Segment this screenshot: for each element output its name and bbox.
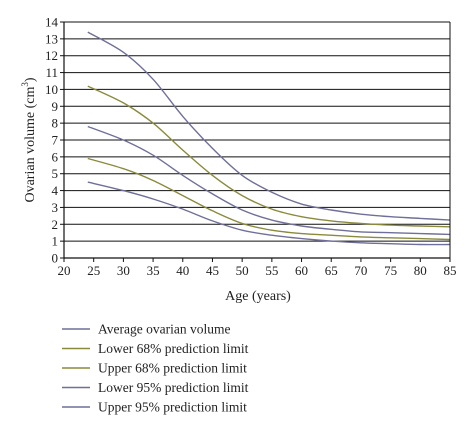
x-tick-label: 65 <box>325 263 338 278</box>
series-line-5 <box>87 31 451 221</box>
x-tick-label: 35 <box>147 263 160 278</box>
y-tick-label: 10 <box>45 82 58 97</box>
y-tick-label: 6 <box>52 149 59 164</box>
x-tick-label: 55 <box>265 263 278 278</box>
y-axis-title-superscript: 3 <box>20 82 30 87</box>
series-line-2 <box>87 157 451 241</box>
series-line-3 <box>87 85 451 228</box>
y-tick-label: 5 <box>52 166 59 181</box>
series-lines <box>87 31 451 246</box>
y-tick-label: 1 <box>52 234 59 249</box>
legend-label: Average ovarian volume <box>98 322 230 337</box>
x-axis-title: Age (years) <box>225 289 291 304</box>
y-tick-label: 7 <box>52 133 59 148</box>
y-tick-label: 2 <box>52 217 59 232</box>
x-tick-label: 25 <box>87 263 100 278</box>
x-tick-label: 50 <box>236 263 249 278</box>
legend-label: Lower 95% prediction limit <box>98 380 249 395</box>
legend-label: Upper 95% prediction limit <box>98 400 247 415</box>
legend: Average ovarian volume Lower 68% predicti… <box>62 322 249 415</box>
x-tick-labels: 20 25 30 35 40 45 50 55 60 65 70 75 80 85 <box>58 263 457 278</box>
series-line-4 <box>87 125 451 236</box>
y-tick-label: 11 <box>45 65 58 80</box>
y-tick-label: 14 <box>45 15 59 30</box>
y-tick-label: 8 <box>52 116 59 131</box>
y-axis-title-main: Ovarian volume (cm <box>23 87 38 203</box>
y-tick-label: 0 <box>52 251 59 266</box>
y-tick-label: 4 <box>52 183 59 198</box>
legend-label: Upper 68% prediction limit <box>98 361 247 376</box>
x-tick-label: 20 <box>58 263 71 278</box>
x-tick-label: 85 <box>444 263 457 278</box>
x-tick-label: 80 <box>414 263 427 278</box>
y-tick-label: 12 <box>45 48 58 63</box>
axes <box>60 21 451 262</box>
y-tick-label: 3 <box>52 200 59 215</box>
y-axis-title-close: ) <box>23 77 38 82</box>
x-tick-label: 45 <box>206 263 219 278</box>
x-tick-label: 75 <box>384 263 397 278</box>
y-tick-label: 13 <box>45 31 58 46</box>
y-tick-label: 9 <box>52 99 59 114</box>
y-axis-title: Ovarian volume (cm3) <box>20 77 38 202</box>
x-tick-label: 40 <box>176 263 189 278</box>
x-tick-label: 70 <box>354 263 367 278</box>
legend-label: Lower 68% prediction limit <box>98 341 249 356</box>
x-tick-label: 30 <box>117 263 130 278</box>
x-tick-label: 60 <box>295 263 308 278</box>
series-line-1 <box>87 181 451 246</box>
